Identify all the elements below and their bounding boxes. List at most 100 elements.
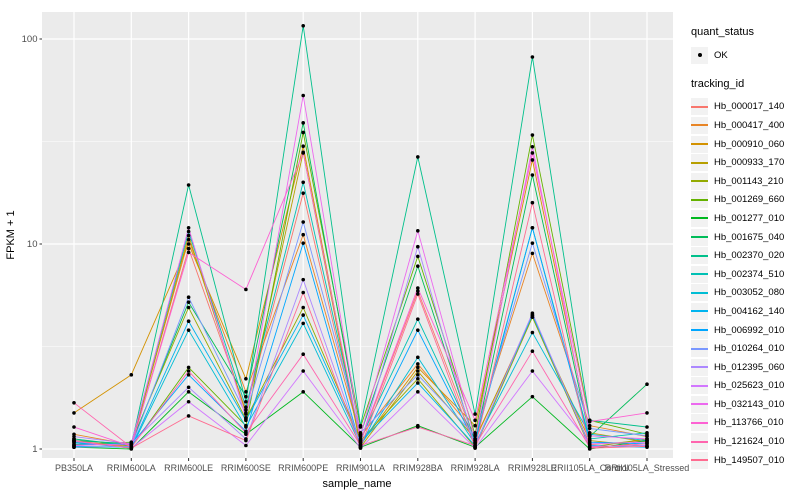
data-point: [186, 233, 191, 238]
legend-label: Hb_000910_060: [714, 138, 785, 150]
line-swatch-icon: [691, 440, 708, 443]
data-point: [473, 445, 477, 450]
data-point: [72, 425, 76, 429]
data-points: [72, 23, 649, 451]
data-point: [244, 418, 248, 423]
legend-item: Hb_003052_080: [691, 284, 799, 303]
data-point: [72, 401, 76, 405]
legend-item: Hb_113766_010: [691, 414, 799, 433]
data-point: [416, 381, 420, 385]
data-point: [301, 130, 306, 135]
legend-label: Hb_001269_660: [714, 194, 785, 206]
legend-key: [691, 154, 708, 172]
data-point: [186, 250, 191, 255]
y-tick-label: 100: [22, 34, 38, 45]
data-point: [244, 430, 248, 435]
legend-item: Hb_000417_400: [691, 116, 799, 135]
legend-label: Hb_113766_010: [714, 417, 784, 429]
data-point: [244, 287, 248, 292]
data-point: [358, 438, 363, 443]
legend-item: Hb_121624_010: [691, 432, 799, 451]
line-swatch-icon: [691, 161, 708, 164]
legend-label: Hb_025623_010: [714, 380, 785, 392]
data-point: [530, 241, 535, 245]
line-swatch-icon: [691, 347, 708, 350]
data-point: [186, 300, 191, 305]
data-point: [530, 200, 535, 205]
legend-label: Hb_004162_140: [714, 305, 785, 317]
data-point: [530, 394, 535, 399]
data-point: [416, 244, 420, 249]
data-point: [244, 438, 248, 443]
data-point: [530, 311, 535, 315]
data-point: [301, 321, 306, 326]
x-tick-label: RRII105LA_Control: [551, 463, 629, 473]
data-point: [473, 412, 477, 416]
data-point: [416, 390, 420, 394]
data-point: [244, 443, 248, 448]
data-point: [587, 419, 592, 424]
data-point: [244, 394, 248, 399]
data-point: [186, 365, 191, 370]
x-tick-label: RRIM928LE: [508, 463, 557, 473]
tracking-id-section: tracking_id Hb_000017_140 Hb_000417_400 Hb…: [691, 78, 799, 470]
x-tick-label: RRII105LA_Stressed: [605, 463, 690, 473]
data-point: [301, 232, 306, 237]
data-point: [416, 155, 420, 159]
line-swatch-icon: [691, 384, 708, 387]
legend-item: Hb_002370_020: [691, 246, 799, 265]
data-point: [587, 433, 592, 438]
line-swatch-icon: [691, 366, 708, 369]
data-point: [301, 191, 306, 195]
data-point: [244, 415, 248, 420]
line-swatch-icon: [691, 124, 708, 127]
data-point: [301, 290, 306, 295]
legend-key: [691, 98, 708, 116]
data-point: [645, 425, 649, 429]
data-point: [645, 382, 649, 387]
line-swatch-icon: [691, 329, 708, 332]
data-point: [530, 369, 535, 373]
data-point: [244, 412, 248, 416]
legend-item: Hb_002374_510: [691, 265, 799, 284]
data-point: [129, 446, 134, 450]
data-point: [186, 319, 191, 324]
data-point: [186, 399, 191, 404]
data-point: [301, 352, 306, 357]
data-point: [244, 425, 248, 429]
legend-key: [691, 228, 708, 246]
legend-key: [691, 433, 708, 451]
data-point: [530, 55, 535, 59]
legend-key: [691, 265, 708, 283]
legend-item: Hb_000910_060: [691, 135, 799, 154]
legend-label: Hb_000933_170: [714, 157, 785, 169]
data-point: [72, 411, 76, 415]
legend-title-tracking-id: tracking_id: [691, 77, 745, 90]
legend-label: Hb_001675_040: [714, 231, 785, 243]
line-swatch-icon: [691, 403, 708, 406]
data-point: [129, 442, 134, 446]
legend-key: [691, 358, 708, 376]
data-point: [530, 251, 535, 256]
x-tick-label: RRIM600LA: [107, 463, 156, 473]
data-point: [416, 292, 420, 296]
legend-key: [691, 340, 708, 358]
legend-key: [691, 414, 708, 432]
data-point: [301, 144, 306, 148]
data-point: [358, 433, 363, 437]
legend-item: Hb_149507_010: [691, 451, 799, 470]
data-point: [416, 289, 420, 293]
legend-label: Hb_006992_010: [714, 324, 785, 336]
data-point: [416, 286, 420, 290]
data-point: [186, 390, 191, 394]
line-swatch-icon: [691, 143, 708, 146]
x-tick-label: RRIM901LA: [336, 463, 385, 473]
data-point: [473, 423, 477, 428]
data-point: [72, 434, 76, 439]
legend-key: [691, 116, 708, 134]
legend-key: [691, 191, 708, 209]
data-point: [416, 425, 420, 429]
y-tick-label: 10: [27, 239, 38, 250]
